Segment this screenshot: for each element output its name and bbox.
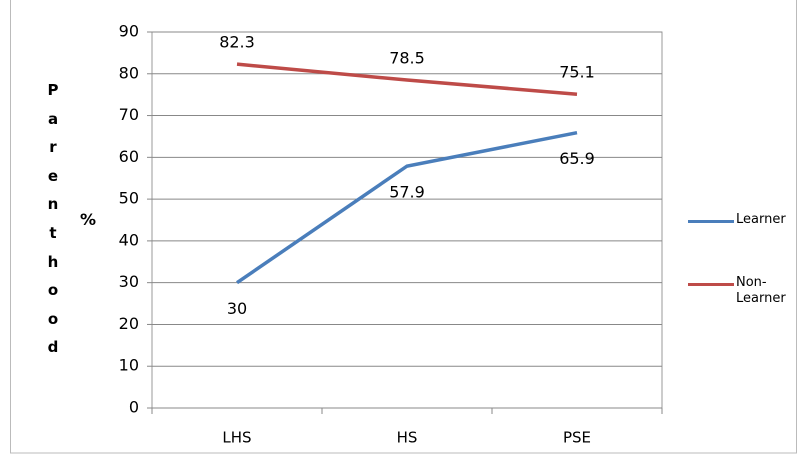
y-tick-label: 20 xyxy=(119,314,139,333)
legend-label: Non-Learner xyxy=(736,275,786,306)
legend-swatch xyxy=(688,283,734,286)
x-tick-label: HS xyxy=(397,429,418,447)
y-tick-label: 50 xyxy=(119,189,139,208)
x-tick-label: PSE xyxy=(563,429,591,447)
y-axis-label: Parenthood xyxy=(47,81,59,357)
data-label: 78.5 xyxy=(389,49,425,68)
series-line xyxy=(236,62,578,96)
legend-item: Non-Learner xyxy=(688,275,790,307)
series-line xyxy=(236,130,578,285)
y-tick-label: 40 xyxy=(119,230,139,249)
data-label: 30 xyxy=(227,299,247,318)
chart-frame xyxy=(10,0,797,454)
y-tick-label: 0 xyxy=(129,398,139,417)
x-tick-label: LHS xyxy=(222,429,251,447)
data-label: 57.9 xyxy=(389,183,425,202)
y-tick-label: 10 xyxy=(119,356,139,375)
legend-label: Learner xyxy=(736,212,786,227)
data-label: 75.1 xyxy=(559,63,595,82)
plot-area xyxy=(151,31,663,409)
y-tick-label: 60 xyxy=(119,147,139,166)
y-tick-label: 70 xyxy=(119,105,139,124)
data-label: 65.9 xyxy=(559,149,595,168)
data-label: 82.3 xyxy=(219,33,255,52)
y-axis-unit: % xyxy=(80,210,97,229)
legend-item: Learner xyxy=(688,212,790,228)
legend-swatch xyxy=(688,220,734,223)
y-tick-label: 80 xyxy=(119,63,139,82)
y-tick-label: 90 xyxy=(119,22,139,41)
y-tick-label: 30 xyxy=(119,272,139,291)
